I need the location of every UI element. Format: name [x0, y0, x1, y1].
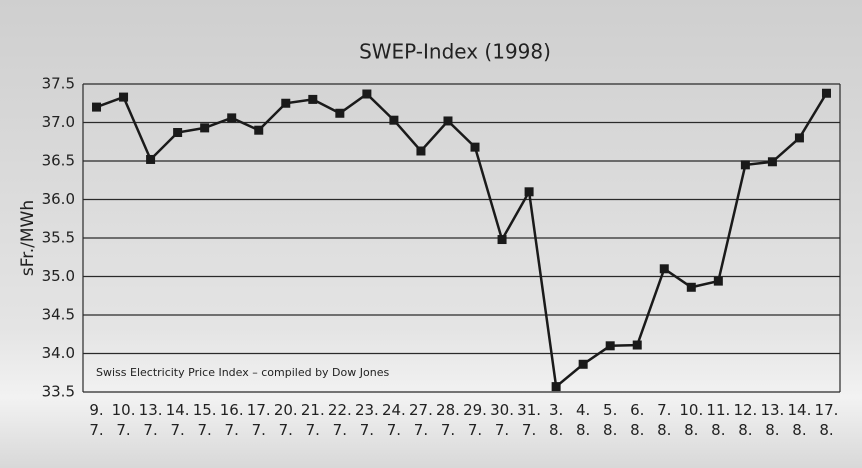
- point: [606, 341, 615, 350]
- point: [525, 187, 534, 196]
- point: [227, 113, 236, 122]
- point: [552, 382, 561, 391]
- point: [498, 235, 507, 244]
- chart: SWEP-Index (1998) sFr./MWh Swiss Electri…: [0, 0, 862, 468]
- point: [416, 146, 425, 155]
- y-tick-label: 35.5: [42, 229, 75, 247]
- y-tick-label: 35.0: [42, 267, 75, 285]
- point: [471, 143, 480, 152]
- background: [0, 0, 862, 468]
- point: [335, 109, 344, 118]
- point: [362, 90, 371, 99]
- y-tick-label: 36.5: [42, 152, 75, 170]
- point: [146, 155, 155, 164]
- point: [822, 89, 831, 98]
- y-tick-label: 34.0: [42, 344, 75, 362]
- point: [254, 126, 263, 135]
- point: [633, 341, 642, 350]
- point: [687, 283, 696, 292]
- chart-title: SWEP-Index (1998): [359, 40, 551, 64]
- point: [173, 128, 182, 137]
- point: [119, 93, 128, 102]
- annotation: Swiss Electricity Price Index – compiled…: [96, 366, 389, 379]
- point: [308, 95, 317, 104]
- y-axis-label: sFr./MWh: [18, 200, 38, 276]
- point: [714, 277, 723, 286]
- point: [443, 116, 452, 125]
- point: [768, 157, 777, 166]
- point: [389, 116, 398, 125]
- point: [795, 133, 804, 142]
- y-tick-label: 37.5: [42, 75, 75, 93]
- point: [579, 360, 588, 369]
- point: [660, 264, 669, 273]
- point: [92, 103, 101, 112]
- y-tick-label: 37.0: [42, 113, 75, 131]
- point: [281, 99, 290, 108]
- y-tick-label: 33.5: [42, 383, 75, 401]
- y-tick-label: 36.0: [42, 190, 75, 208]
- y-tick-label: 34.5: [42, 306, 75, 324]
- point: [200, 123, 209, 132]
- point: [741, 160, 750, 169]
